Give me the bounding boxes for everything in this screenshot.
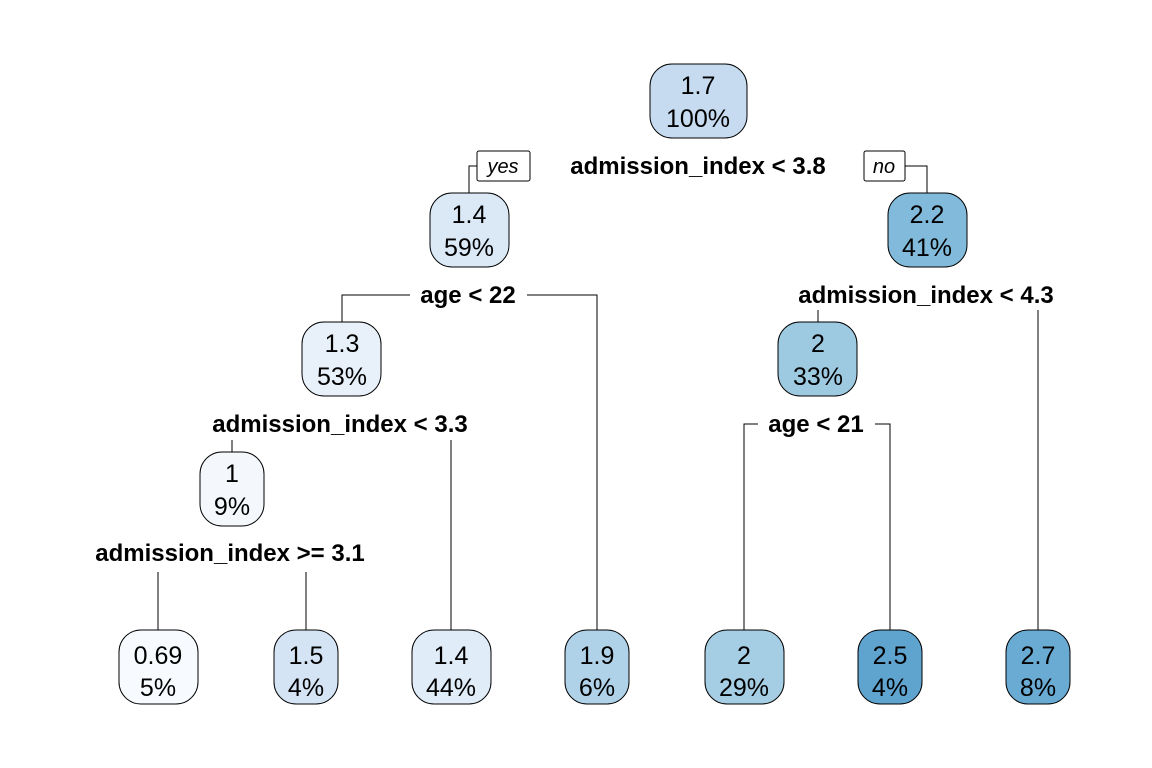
node-value: 1.7	[681, 72, 716, 100]
node-value: 2.5	[873, 642, 908, 670]
node-box	[273, 629, 339, 705]
node-LL: 1.3 53%	[301, 321, 382, 397]
node-box	[429, 192, 510, 268]
node-box	[887, 192, 968, 268]
edge-RL-leaf5	[743, 423, 758, 630]
node-box	[857, 629, 923, 705]
node-percent: 6%	[579, 674, 615, 702]
node-RL: 2 33%	[777, 321, 858, 397]
node-box	[118, 629, 199, 705]
node-percent: 33%	[793, 363, 843, 391]
node-value: 2.2	[910, 201, 945, 229]
leaf-node: 2.7 8%	[1005, 629, 1071, 705]
split-label-RL: age < 21	[768, 411, 863, 438]
node-value: 2.7	[1021, 642, 1056, 670]
split-labels: admission_index < 3.8 age < 22 admission…	[95, 153, 1053, 567]
node-percent: 9%	[214, 493, 250, 521]
split-label-root: admission_index < 3.8	[570, 153, 825, 180]
node-value: 2	[737, 642, 751, 670]
node-percent: 100%	[666, 105, 730, 133]
edge-RL-leaf6	[875, 423, 891, 630]
node-L: 1.4 59%	[429, 192, 510, 268]
node-percent: 53%	[317, 363, 367, 391]
node-box	[301, 321, 382, 397]
tree-edges	[157, 165, 1039, 630]
edge-root-R	[905, 165, 928, 193]
no-tag: no	[863, 150, 906, 182]
node-box	[704, 629, 785, 705]
node-box	[649, 63, 748, 139]
node-box	[199, 451, 265, 527]
node-value: 1.4	[434, 642, 469, 670]
node-box	[777, 321, 858, 397]
leaf-node: 2 29%	[704, 629, 785, 705]
no-label: no	[873, 156, 895, 178]
leaf-node: 1.4 44%	[411, 629, 492, 705]
node-percent: 59%	[444, 234, 494, 262]
node-percent: 5%	[140, 674, 176, 702]
split-label-R: admission_index < 4.3	[798, 282, 1053, 309]
node-box	[1005, 629, 1071, 705]
node-LLL: 1 9%	[199, 451, 265, 527]
node-percent: 29%	[719, 674, 769, 702]
node-box	[564, 629, 630, 705]
tree-nodes: 1.7 100% 1.4 59% 2.2 41% 1.3 53% 2 33% 1…	[118, 63, 1071, 705]
yes-tag: yes	[476, 150, 531, 182]
node-value: 1.9	[580, 642, 615, 670]
node-value: 2	[811, 330, 825, 358]
node-value: 0.69	[134, 642, 183, 670]
leaf-node: 2.5 4%	[857, 629, 923, 705]
leaf-node: 0.69 5%	[118, 629, 199, 705]
node-percent: 8%	[1020, 674, 1056, 702]
split-label-L: age < 22	[420, 282, 515, 309]
yes-label: yes	[485, 156, 518, 178]
leaf-node: 1.9 6%	[564, 629, 630, 705]
node-value: 1.3	[325, 330, 360, 358]
leaf-node: 1.5 4%	[273, 629, 339, 705]
edge-L-LL	[341, 294, 410, 322]
node-value: 1.4	[452, 201, 487, 229]
node-percent: 4%	[872, 674, 908, 702]
node-percent: 4%	[288, 674, 324, 702]
node-value: 1	[225, 460, 239, 488]
node-percent: 44%	[426, 674, 476, 702]
node-value: 1.5	[289, 642, 324, 670]
node-percent: 41%	[902, 234, 952, 262]
edge-L-leaf4	[527, 294, 598, 630]
edge-root-L	[468, 165, 477, 193]
split-label-LLL: admission_index >= 3.1	[95, 540, 364, 567]
node-R: 2.2 41%	[887, 192, 968, 268]
node-root: 1.7 100%	[649, 63, 748, 139]
node-box	[411, 629, 492, 705]
split-label-LL: admission_index < 3.3	[212, 411, 467, 438]
